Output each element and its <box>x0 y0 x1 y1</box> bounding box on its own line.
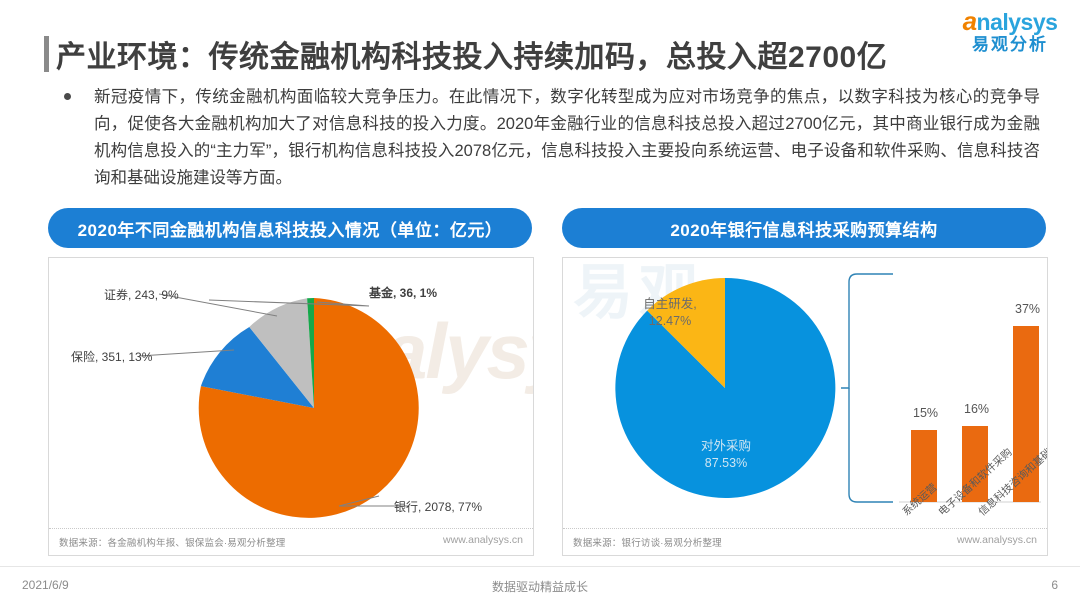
left-chart-header-label: 2020年不同金融机构信息科技投入情况（单位：亿元） <box>77 220 503 240</box>
bar-system-operation <box>911 430 937 502</box>
analysys-logo: analysys 易观分析 <box>950 8 1070 64</box>
pie-label-bank: 银行, 2078, 77% <box>394 500 483 514</box>
footer-date: 2021/6/9 <box>22 578 69 592</box>
budget-structure-charts <box>615 273 1041 503</box>
leader-line-insurance <box>138 349 235 357</box>
leader-line-bank <box>338 495 409 507</box>
pie-slice-self-development <box>647 278 725 388</box>
pie-chart-financial-institutions <box>138 293 419 518</box>
donut-label-external-value: 87.53% <box>704 456 748 470</box>
footer-page-number: 6 <box>1051 578 1058 592</box>
bar-equipment-software <box>962 426 988 502</box>
pie-slice-insurance <box>200 327 314 408</box>
right-chart-header: 2020年银行信息科技采购预算结构 <box>562 208 1046 248</box>
left-chart-source: 数据来源：各金融机构年报、银保监会·易观分析整理 <box>59 538 286 549</box>
left-chart-url: www.analysys.cn <box>443 534 523 546</box>
right-chart-source: 数据来源：银行访谈·易观分析整理 <box>573 538 722 549</box>
bullet-dot-icon <box>64 93 71 100</box>
bullet-text: 新冠疫情下，传统金融机构面临较大竞争压力。在此情况下，数字化转型成为应对市场竞争… <box>94 88 1040 187</box>
page-title: 产业环境：传统金融机构科技投入持续加码，总投入超2700亿 <box>56 41 888 74</box>
footer-divider <box>0 566 1080 567</box>
pie-label-insurance: 保险, 351, 13% <box>71 350 153 364</box>
pie-slice-external-procurement <box>615 277 836 498</box>
right-chart-url: www.analysys.cn <box>957 534 1037 546</box>
leader-line-fund <box>208 299 370 307</box>
logo-word: nalysys <box>976 9 1058 35</box>
right-chart-footer: 数据来源：银行访谈·易观分析整理 www.analysys.cn <box>563 528 1047 555</box>
right-chart-panel: 易观 自主研发, 12.47% 对外采购 87.53% 15% 16% 37% … <box>562 257 1048 556</box>
left-chart-panel: analysys 基金, 36, 1% 证券, 243, 9% 保险, 351,… <box>48 257 534 556</box>
pie-label-fund: 基金, 36, 1% <box>369 286 438 300</box>
right-chart-header-label: 2020年银行信息科技采购预算结构 <box>670 220 938 240</box>
title-accent-bar <box>44 36 49 72</box>
pie-slice-fund <box>307 297 314 408</box>
logo-initial-a: a <box>962 6 977 36</box>
bar-value-equipment-software: 16% <box>964 402 990 416</box>
leader-line-securities <box>158 293 278 317</box>
pie-label-securities: 证券, 243, 9% <box>104 288 179 302</box>
left-chart-header: 2020年不同金融机构信息科技投入情况（单位：亿元） <box>48 208 532 248</box>
footer-tagline: 数据驱动精益成长 <box>491 580 588 594</box>
slide-title-row: 产业环境：传统金融机构科技投入持续加码，总投入超2700亿 <box>0 14 1080 74</box>
bar-value-consulting-infrastructure: 37% <box>1015 302 1041 316</box>
bar-consulting-infrastructure <box>1013 326 1039 502</box>
logo-wordmark: analysys <box>950 8 1070 35</box>
logo-chinese: 易观分析 <box>972 35 1048 54</box>
donut-label-self-development-value: 12.47% <box>648 314 692 328</box>
pie-slice-bank <box>198 298 419 518</box>
connector-brace-bottom <box>848 388 893 503</box>
donut-label-self-development-name: 自主研发, <box>643 297 697 311</box>
donut-label-external-procurement: 对外采购 87.53% <box>681 438 771 472</box>
donut-label-self-development: 自主研发, 12.47% <box>625 296 715 330</box>
left-chart-footer: 数据来源：各金融机构年报、银保监会·易观分析整理 www.analysys.cn <box>49 528 533 555</box>
pie-slice-securities <box>249 298 314 408</box>
donut-label-external-name: 对外采购 <box>700 439 751 453</box>
bar-value-system-operation: 15% <box>913 406 939 420</box>
connector-brace-top <box>841 273 893 389</box>
bullet-paragraph: 新冠疫情下，传统金融机构面临较大竞争压力。在此情况下，数字化转型成为应对市场竞争… <box>50 84 1040 192</box>
